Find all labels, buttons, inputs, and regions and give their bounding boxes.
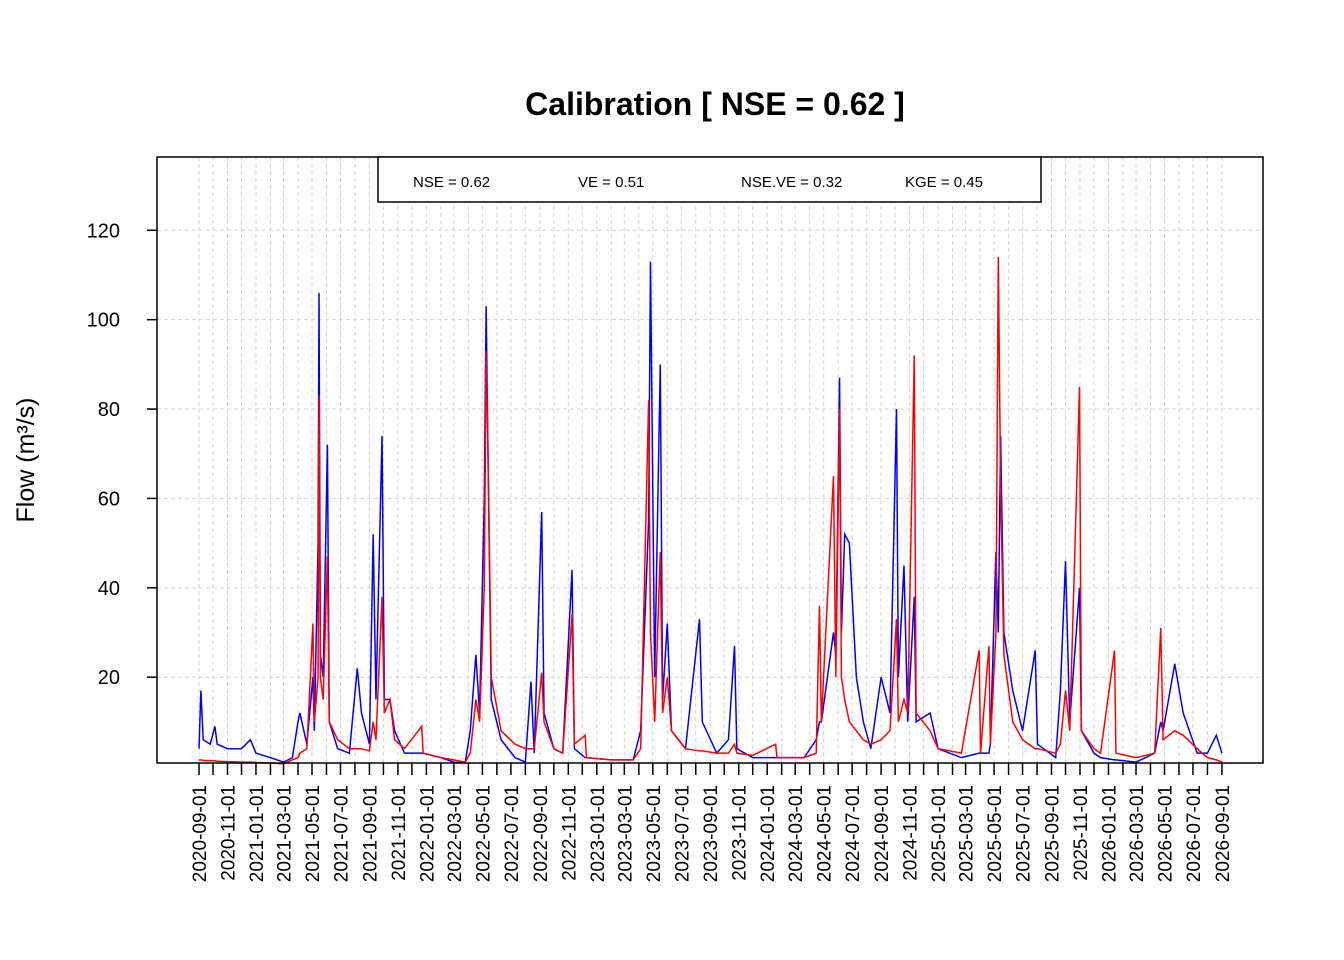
x-tick-label: 2023-03-01 xyxy=(615,785,636,882)
x-tick-label: 2022-11-01 xyxy=(559,785,580,881)
x-tick-label: 2026-03-01 xyxy=(1127,785,1148,882)
x-tick-label: 2026-05-01 xyxy=(1155,785,1176,882)
x-tick-label: 2021-03-01 xyxy=(275,785,296,882)
x-tick-label: 2023-07-01 xyxy=(672,785,693,882)
x-tick-label: 2021-11-01 xyxy=(389,785,410,881)
y-tick-label: 120 xyxy=(87,220,120,242)
y-tick-label: 100 xyxy=(87,310,120,332)
x-tick-label: 2024-07-01 xyxy=(843,785,864,882)
x-tick-label: 2021-07-01 xyxy=(331,785,352,882)
x-tick-label: 2021-05-01 xyxy=(303,785,324,882)
y-tick-label: 60 xyxy=(98,488,120,510)
x-tick-label: 2022-03-01 xyxy=(445,785,466,882)
annotation: NSE = 0.62 xyxy=(413,174,490,191)
x-tick-label: 2024-09-01 xyxy=(872,785,893,882)
x-tick-label: 2022-07-01 xyxy=(502,785,523,882)
x-tick-label: 2023-11-01 xyxy=(730,785,751,881)
chart-title: Calibration [ NSE = 0.62 ] xyxy=(525,86,905,122)
y-tick-label: 80 xyxy=(98,399,120,421)
x-tick-label: 2023-01-01 xyxy=(588,785,609,882)
series-line xyxy=(198,261,1223,764)
x-tick-label: 2020-11-01 xyxy=(218,785,239,881)
x-tick-label: 2024-01-01 xyxy=(758,785,779,882)
x-tick-label: 2025-11-01 xyxy=(1071,785,1092,881)
y-tick-label: 40 xyxy=(98,578,120,600)
x-tick-label: 2024-11-01 xyxy=(901,785,922,881)
x-tick-label: 2025-07-01 xyxy=(1014,785,1035,882)
x-tick-label: 2025-05-01 xyxy=(985,785,1006,882)
annotation-box xyxy=(377,156,1042,203)
x-tick-label: 2022-05-01 xyxy=(473,785,494,882)
grid xyxy=(157,157,1263,763)
x-tick-label: 2026-09-01 xyxy=(1213,785,1234,882)
x-tick-label: 2023-05-01 xyxy=(644,785,665,882)
plot-lines xyxy=(198,257,1223,765)
x-tick-label: 2024-03-01 xyxy=(786,785,807,882)
x-tick-label: 2025-09-01 xyxy=(1043,785,1064,882)
x-tick-label: 2025-01-01 xyxy=(929,785,950,882)
series-line xyxy=(199,257,1223,765)
x-tick-label: 2020-09-01 xyxy=(190,785,211,882)
x-tick-label: 2026-01-01 xyxy=(1099,785,1120,882)
x-tick-label: 2025-03-01 xyxy=(957,785,978,882)
x-tick-label: 2021-01-01 xyxy=(247,785,268,882)
x-tick-label: 2026-07-01 xyxy=(1184,785,1205,882)
annotation: KGE = 0.45 xyxy=(905,174,983,191)
annotation: NSE.VE = 0.32 xyxy=(741,174,842,191)
annotation: VE = 0.51 xyxy=(578,174,644,191)
x-tick-label: 2022-01-01 xyxy=(417,785,438,882)
x-tick-label: 2023-09-01 xyxy=(701,785,722,882)
y-tick-label: 20 xyxy=(98,667,120,689)
x-tick-label: 2024-05-01 xyxy=(815,785,836,882)
x-tick-label: 2021-09-01 xyxy=(360,785,381,882)
x-tick-label: 2022-09-01 xyxy=(531,785,552,882)
y-axis-label: Flow (m³/s) xyxy=(12,398,40,523)
